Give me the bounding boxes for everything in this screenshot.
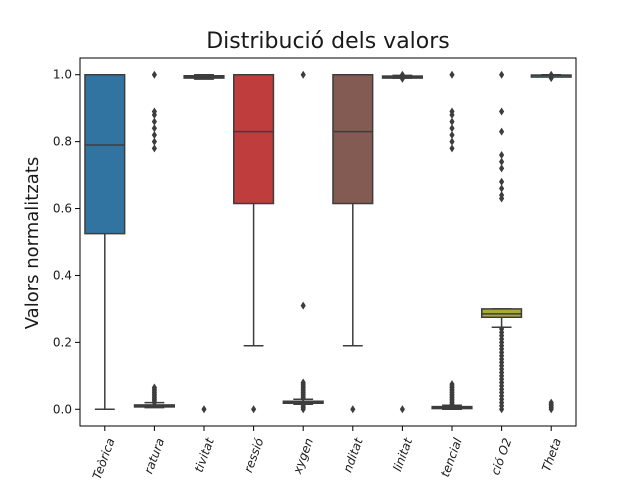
- box-3: [183, 73, 225, 414]
- box-4: [233, 73, 275, 414]
- box-iqr: [332, 73, 374, 205]
- y-axis: 0.0 0.2 0.4 0.6 0.8 1.0: [53, 68, 80, 416]
- y-tick-label: 0.4: [53, 268, 72, 282]
- x-tick-label: Theta: [539, 436, 564, 473]
- y-tick-label: 0.8: [53, 135, 72, 149]
- x-tick-label: xygen: [290, 436, 316, 476]
- outlier-point: [499, 177, 505, 186]
- outlier-point: [499, 107, 505, 116]
- box-1: [84, 73, 126, 411]
- box-8: [431, 70, 473, 411]
- box-9: [481, 70, 523, 414]
- box-6: [332, 73, 374, 414]
- outlier-point: [399, 74, 405, 83]
- outlier-point: [151, 144, 157, 153]
- outlier-point: [151, 137, 157, 146]
- outlier-point: [449, 70, 455, 79]
- x-tick-label: linitat: [390, 435, 415, 473]
- outlier-point: [449, 107, 455, 116]
- outlier-point: [151, 383, 157, 392]
- outlier-point: [151, 124, 157, 133]
- x-tick-label: Teòrica: [90, 436, 118, 480]
- outlier-point: [548, 398, 554, 407]
- plot-frame: [79, 57, 577, 427]
- y-tick-label: 0.2: [53, 335, 72, 349]
- x-tick-label: nditat: [340, 435, 366, 474]
- box-2: [133, 70, 175, 409]
- box-10: [530, 70, 572, 414]
- box-iqr: [84, 73, 126, 235]
- outlier-point: [151, 107, 157, 116]
- x-tick-label: ratura: [141, 436, 167, 475]
- outlier-point: [499, 191, 505, 200]
- outlier-point: [449, 130, 455, 139]
- outlier-point: [449, 117, 455, 126]
- outlier-point: [300, 70, 306, 79]
- outlier-point: [300, 378, 306, 387]
- x-tick-label: ció O2: [488, 436, 514, 477]
- box-iqr: [481, 308, 523, 319]
- outlier-point: [300, 301, 306, 310]
- outlier-point: [151, 130, 157, 139]
- outlier-point: [499, 164, 505, 173]
- outlier-point: [499, 157, 505, 166]
- box-7: [381, 70, 423, 414]
- x-tick-label: tencial: [438, 436, 465, 479]
- box-iqr: [233, 73, 275, 205]
- y-axis-label: Valors normalitzats: [22, 157, 43, 330]
- outlier-point: [300, 401, 306, 410]
- outlier-point: [449, 124, 455, 133]
- outlier-point: [499, 127, 505, 136]
- outlier-point: [449, 380, 455, 389]
- plot-area: [84, 70, 572, 414]
- outlier-point: [151, 117, 157, 126]
- outlier-point: [499, 324, 505, 333]
- chart-title: Distribució dels valors: [206, 29, 450, 54]
- y-tick-label: 0.0: [53, 402, 72, 416]
- outlier-point: [350, 405, 356, 414]
- outlier-point: [499, 151, 505, 160]
- outlier-point: [449, 144, 455, 153]
- y-tick-label: 1.0: [53, 68, 72, 82]
- y-tick-label: 0.6: [53, 202, 72, 216]
- x-axis: Teòrica ratura tivitat ressió xygen nditat lin…: [90, 426, 564, 480]
- x-tick-label: tivitat: [192, 435, 218, 474]
- outlier-point: [251, 405, 257, 414]
- outlier-point: [449, 137, 455, 146]
- outlier-point: [499, 70, 505, 79]
- outlier-point: [499, 184, 505, 193]
- outlier-point: [151, 70, 157, 79]
- box-5: [282, 70, 324, 414]
- outlier-point: [201, 405, 207, 414]
- outlier-point: [399, 405, 405, 414]
- outlier-point: [399, 70, 405, 79]
- outlier-point: [548, 70, 554, 79]
- x-tick-label: ressió: [241, 436, 266, 474]
